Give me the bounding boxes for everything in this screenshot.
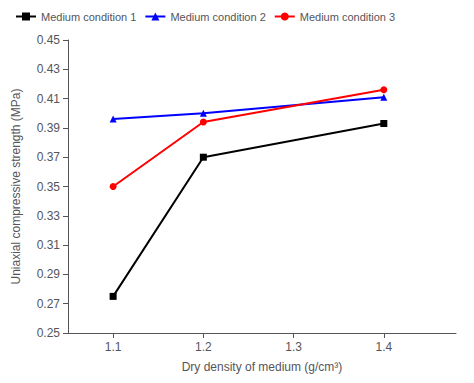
svg-text:0.41: 0.41: [37, 92, 61, 106]
svg-text:1.1: 1.1: [105, 340, 122, 354]
svg-text:0.45: 0.45: [37, 33, 61, 47]
svg-text:1.2: 1.2: [195, 340, 212, 354]
svg-text:Medium condition 1: Medium condition 1: [41, 11, 136, 23]
svg-text:0.27: 0.27: [37, 297, 61, 311]
svg-text:1.3: 1.3: [285, 340, 302, 354]
svg-text:Medium condition 3: Medium condition 3: [300, 11, 395, 23]
svg-text:Uniaxial compressive strength: Uniaxial compressive strength (MPa): [9, 88, 23, 284]
svg-text:0.37: 0.37: [37, 150, 61, 164]
svg-text:Dry density of medium (g/cm³): Dry density of medium (g/cm³): [182, 360, 343, 374]
svg-text:Medium condition 2: Medium condition 2: [170, 11, 265, 23]
svg-text:0.29: 0.29: [37, 267, 61, 281]
svg-text:0.43: 0.43: [37, 62, 61, 76]
svg-text:0.35: 0.35: [37, 180, 61, 194]
svg-text:0.25: 0.25: [37, 326, 61, 340]
svg-text:0.39: 0.39: [37, 121, 61, 135]
svg-text:0.33: 0.33: [37, 209, 61, 223]
svg-text:0.31: 0.31: [37, 238, 61, 252]
svg-text:1.4: 1.4: [375, 340, 392, 354]
